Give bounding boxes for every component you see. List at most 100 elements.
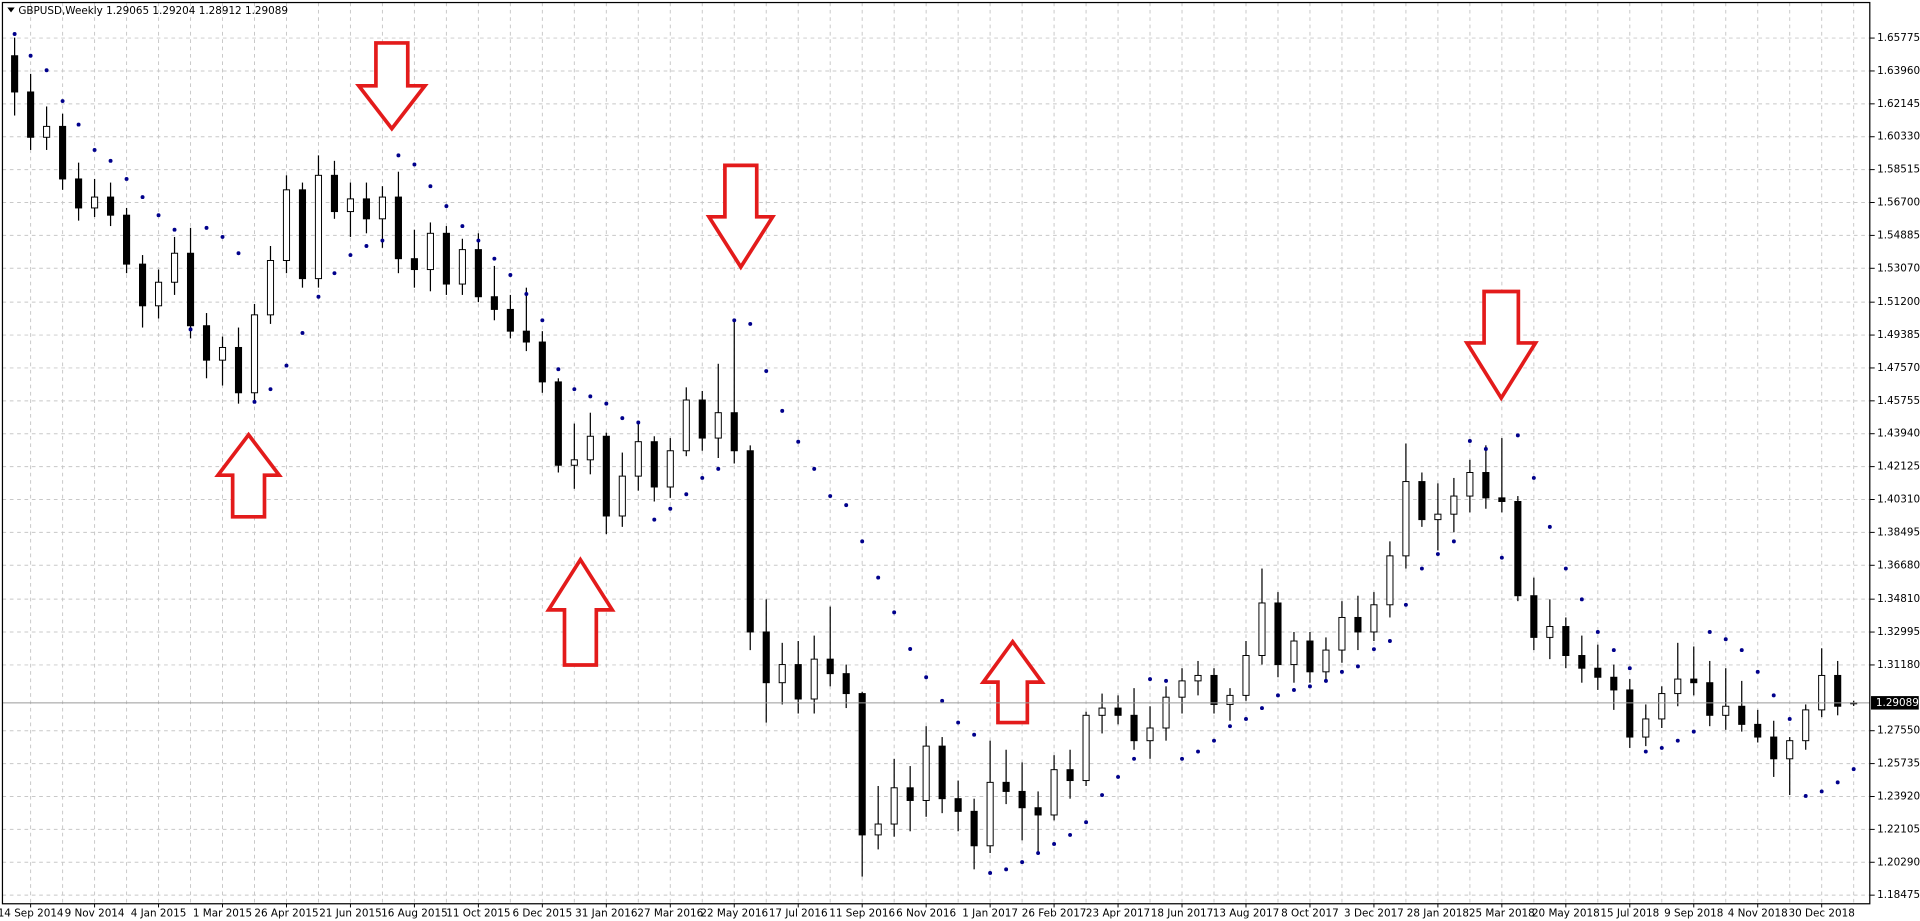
candle-body [1626, 689, 1634, 738]
sar-dot [108, 158, 113, 163]
candle-body [11, 55, 19, 93]
candle-body [1466, 472, 1474, 497]
sar-dot [860, 539, 865, 544]
y-tick-label: 1.40310 [1877, 493, 1920, 505]
candle-body [1402, 481, 1410, 557]
candle-body [1802, 709, 1810, 742]
candle-body [1178, 680, 1186, 698]
y-tick-label: 1.22105 [1877, 823, 1920, 835]
sar-dot [316, 294, 321, 299]
candle-body [986, 781, 994, 847]
candle-body [1194, 674, 1202, 682]
candle-body [762, 631, 770, 684]
candle-body [1738, 705, 1746, 725]
x-tick-label: 23 Apr 2017 [1086, 908, 1150, 920]
y-tick-label: 1.63960 [1877, 65, 1920, 77]
sar-dot [892, 610, 897, 615]
sar-dot [828, 494, 833, 499]
y-tick-label: 1.62145 [1877, 98, 1920, 110]
candle-body [1658, 693, 1666, 720]
candle-body [378, 196, 386, 220]
x-tick-label: 14 Sep 2014 [0, 908, 64, 920]
sar-dot [1212, 738, 1216, 743]
sar-dot [1739, 648, 1744, 653]
last-close: 1.29089 [245, 5, 288, 17]
x-tick-label: 17 Jul 2016 [769, 908, 828, 920]
candle-body [75, 178, 83, 209]
sar-dot [44, 68, 49, 73]
sar-dot [1244, 716, 1248, 721]
sar-dot [844, 503, 849, 508]
candle-body [1050, 769, 1058, 816]
current-price-box [1871, 696, 1919, 710]
y-tick-label: 1.36680 [1877, 559, 1920, 571]
sar-dot [1643, 749, 1648, 754]
sar-dot [700, 475, 705, 480]
x-tick-label: 18 Jun 2017 [1151, 908, 1214, 920]
candle-body [554, 381, 562, 466]
x-tick-label: 31 Jan 2016 [575, 908, 637, 920]
x-tick-label: 9 Nov 2014 [65, 908, 125, 920]
sar-dot [796, 439, 801, 444]
candle-body [1258, 602, 1266, 657]
candle-body [602, 435, 610, 517]
sar-dot [1707, 630, 1712, 634]
up-arrow [979, 638, 1046, 725]
candle-body [107, 196, 115, 216]
sar-dot [476, 238, 481, 243]
plot-frame [1, 1, 1871, 905]
sar-dot [1467, 439, 1472, 443]
candle-body [1034, 807, 1042, 816]
sar-dot [1276, 693, 1280, 698]
candle-body [1306, 640, 1314, 673]
last-high: 1.29204 [152, 5, 195, 17]
x-tick-label: 9 Sep 2018 [1664, 908, 1723, 920]
candle-body [1002, 781, 1010, 792]
sar-dot [988, 871, 993, 875]
y-tick-label: 1.56700 [1877, 197, 1920, 209]
sar-dot [60, 99, 65, 103]
candle-body [1274, 602, 1282, 666]
sar-dot [236, 251, 241, 256]
candle-body [858, 693, 866, 836]
candle-body [1082, 714, 1090, 782]
sar-dot [396, 153, 401, 158]
candle-body [394, 196, 402, 260]
candle-body [346, 198, 355, 213]
candle-body [698, 399, 706, 439]
candle-body [1674, 678, 1682, 695]
sar-dot [636, 420, 641, 425]
y-tick-label: 1.32995 [1877, 626, 1920, 638]
sar-dot [1004, 867, 1009, 872]
candle-body [842, 673, 850, 695]
sar-dot [684, 492, 689, 497]
sar-dot [1228, 724, 1232, 729]
sar-dot [156, 213, 161, 218]
x-tick-label: 4 Jan 2015 [131, 908, 187, 920]
y-tick-label: 1.42125 [1877, 461, 1920, 473]
y-tick-label: 1.51200 [1877, 296, 1920, 308]
sar-dot [1835, 780, 1840, 785]
sar-dot [188, 327, 193, 332]
candle-body [1338, 616, 1346, 651]
candle-body [570, 459, 578, 466]
candle-body [139, 263, 147, 307]
sar-dot [492, 256, 497, 261]
candle-body [282, 189, 291, 261]
sar-dot [332, 271, 337, 276]
sar-dot [140, 195, 145, 200]
candle-body [1578, 655, 1586, 669]
candle-body [27, 91, 35, 138]
candle-body [202, 325, 211, 361]
sar-dot [1260, 706, 1264, 711]
candle-body [682, 399, 690, 452]
candle-body [1434, 513, 1442, 521]
sar-dot [300, 331, 305, 335]
candle-body [714, 412, 722, 439]
sar-dot [1611, 648, 1616, 653]
candle-body [650, 441, 658, 488]
down-arrow [355, 41, 429, 132]
